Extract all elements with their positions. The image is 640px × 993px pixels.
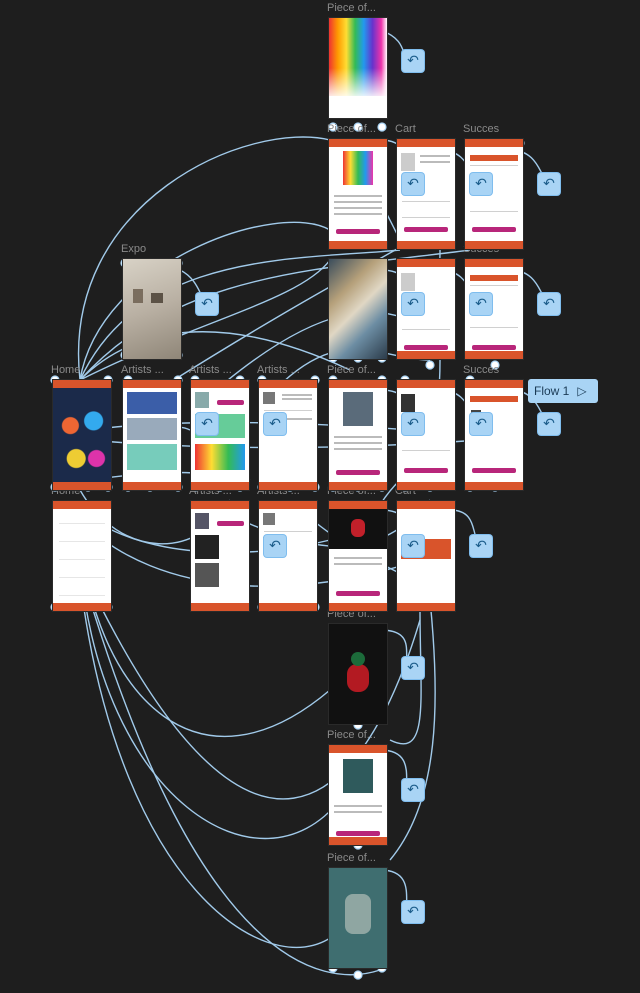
painting-image (329, 259, 387, 359)
back-arrow-icon[interactable]: ↶ (264, 413, 286, 435)
back-arrow-icon[interactable]: ↶ (402, 413, 424, 435)
back-arrow-icon[interactable]: ↶ (538, 413, 560, 435)
frame-label: Artists ... (257, 364, 300, 376)
frame-label: Piece of... (327, 123, 376, 135)
frame-succes-3[interactable] (465, 380, 523, 490)
frame-label: Expo (121, 243, 147, 255)
frame-label: Artists ... (189, 364, 232, 376)
frame-cart[interactable] (397, 139, 455, 249)
back-arrow-icon[interactable]: ↶ (402, 50, 424, 72)
frame-artists-4[interactable] (191, 501, 249, 611)
frame-succes[interactable] (465, 139, 523, 249)
play-icon: ▷ (577, 384, 587, 398)
back-arrow-icon[interactable]: ↶ (402, 657, 424, 679)
frame-artists[interactable] (123, 380, 181, 490)
frame-piece-mask[interactable] (329, 745, 387, 845)
frame-artists-3[interactable] (259, 380, 317, 490)
frame-expo[interactable] (123, 259, 181, 359)
back-arrow-icon[interactable]: ↶ (264, 535, 286, 557)
back-arrow-icon[interactable]: ↶ (196, 293, 218, 315)
frame-home-menu[interactable] (53, 501, 111, 611)
frame-piece-skull-large[interactable] (329, 624, 387, 724)
frame-piece-top[interactable] (329, 18, 387, 118)
frame-piece-painting[interactable] (329, 259, 387, 359)
back-arrow-icon[interactable]: ↶ (538, 293, 560, 315)
back-arrow-icon[interactable]: ↶ (538, 173, 560, 195)
frame-succes-2[interactable] (465, 259, 523, 359)
frame-label: Home (51, 364, 81, 376)
flow-start-button[interactable]: Flow 1 ▷ (528, 379, 598, 403)
back-arrow-icon[interactable]: ↶ (402, 293, 424, 315)
back-arrow-icon[interactable]: ↶ (402, 779, 424, 801)
back-arrow-icon[interactable]: ↶ (470, 293, 492, 315)
back-arrow-icon[interactable]: ↶ (470, 173, 492, 195)
frame-piece-3[interactable] (329, 380, 387, 490)
frame-label: Artists ... (121, 364, 164, 376)
frame-home[interactable] (53, 380, 111, 490)
back-arrow-icon[interactable]: ↶ (402, 535, 424, 557)
frame-label: Piece of... (327, 729, 376, 741)
frame-label: Succes (463, 123, 500, 135)
frame-piece-mask-large[interactable] (329, 868, 387, 968)
frame-piece-detail[interactable] (329, 139, 387, 249)
back-arrow-icon[interactable]: ↶ (196, 413, 218, 435)
frame-label: Piece of... (327, 852, 376, 864)
frame-label: Piece of... (327, 364, 376, 376)
back-arrow-icon[interactable]: ↶ (402, 173, 424, 195)
frame-cart-3[interactable] (397, 380, 455, 490)
frame-artists-2[interactable] (191, 380, 249, 490)
frame-label: Succes (463, 364, 500, 376)
frame-label: Piece of... (327, 608, 376, 620)
back-arrow-icon[interactable]: ↶ (470, 535, 492, 557)
back-arrow-icon[interactable]: ↶ (470, 413, 492, 435)
frame-label: Piece of... (327, 2, 376, 14)
frame-piece-skull[interactable] (329, 501, 387, 611)
frame-label: Cart (395, 123, 416, 135)
back-arrow-icon[interactable]: ↶ (402, 901, 424, 923)
gallery-photo (123, 259, 181, 359)
hero-skulls-image (53, 388, 111, 482)
flow-label: Flow 1 (534, 384, 570, 398)
painting-thumb (343, 151, 373, 185)
